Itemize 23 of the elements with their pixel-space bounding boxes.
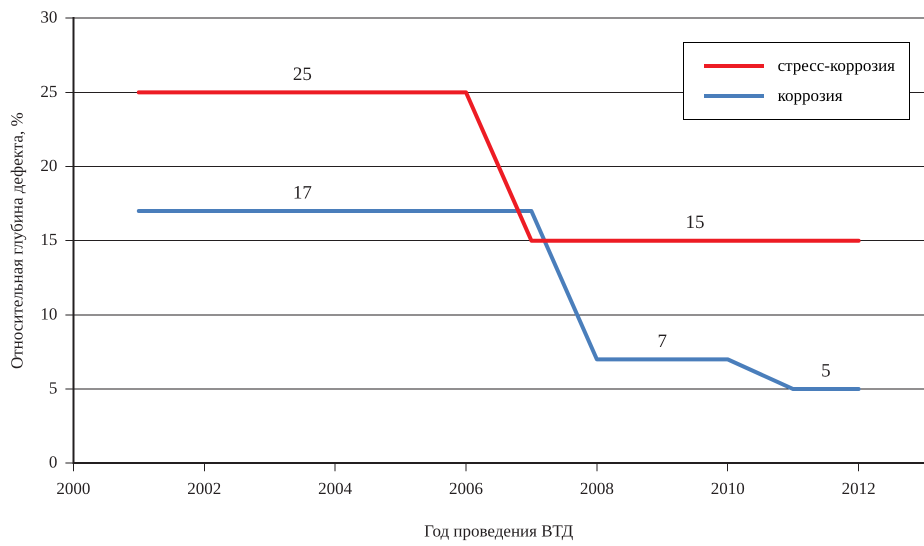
x-tick-label: 2008 [580, 478, 614, 498]
y-tick-label: 25 [40, 82, 58, 101]
y-tick-label: 30 [40, 8, 58, 27]
legend-label: коррозия [778, 86, 843, 106]
y-tick-label: 20 [40, 156, 58, 175]
legend-label: стресс-коррозия [778, 56, 895, 76]
y-tick-label: 10 [40, 304, 58, 324]
x-tick-label: 2004 [318, 478, 353, 498]
y-tick-label: 15 [40, 230, 58, 250]
x-tick-label: 2000 [56, 478, 90, 498]
x-axis-title: Год проведения ВТД [424, 521, 574, 540]
x-tick-label: 2012 [842, 478, 876, 498]
annotation: 15 [685, 212, 704, 234]
annotation: 17 [292, 182, 312, 204]
annotation: 5 [821, 360, 831, 382]
y-axis-title: Относительная глубина дефекта, % [8, 112, 27, 370]
y-tick-label: 0 [48, 452, 58, 472]
y-tick-label: 5 [48, 378, 58, 398]
x-tick-label: 2006 [448, 478, 483, 498]
x-tick-label: 2010 [710, 478, 745, 498]
annotation: 25 [292, 64, 312, 85]
annotation: 7 [658, 330, 668, 352]
x-tick-label: 2002 [187, 478, 222, 498]
